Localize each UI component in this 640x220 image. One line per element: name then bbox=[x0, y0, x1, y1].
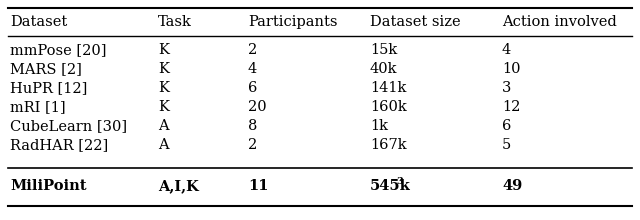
Text: K: K bbox=[158, 43, 169, 57]
Text: 141k: 141k bbox=[370, 81, 406, 95]
Text: CubeLearn [30]: CubeLearn [30] bbox=[10, 119, 127, 133]
Text: MiliPoint: MiliPoint bbox=[10, 179, 86, 193]
Text: mmPose [20]: mmPose [20] bbox=[10, 43, 106, 57]
Text: 11: 11 bbox=[248, 179, 269, 193]
Text: MARS [2]: MARS [2] bbox=[10, 62, 82, 76]
Text: RadHAR [22]: RadHAR [22] bbox=[10, 138, 108, 152]
Text: Dataset: Dataset bbox=[10, 15, 67, 29]
Text: 12: 12 bbox=[502, 100, 520, 114]
Text: 4: 4 bbox=[248, 62, 257, 76]
Text: Participants: Participants bbox=[248, 15, 337, 29]
Text: K: K bbox=[158, 62, 169, 76]
Text: A: A bbox=[158, 119, 168, 133]
Text: K: K bbox=[158, 81, 169, 95]
Text: 5: 5 bbox=[502, 138, 511, 152]
Text: 2: 2 bbox=[248, 43, 257, 57]
Text: 545k: 545k bbox=[370, 179, 411, 193]
Text: 20: 20 bbox=[248, 100, 267, 114]
Text: 3: 3 bbox=[502, 81, 511, 95]
Text: K: K bbox=[158, 100, 169, 114]
Text: mRI [1]: mRI [1] bbox=[10, 100, 66, 114]
Text: Task: Task bbox=[158, 15, 192, 29]
Text: HuPR [12]: HuPR [12] bbox=[10, 81, 88, 95]
Text: 160k: 160k bbox=[370, 100, 407, 114]
Text: Dataset size: Dataset size bbox=[370, 15, 461, 29]
Text: 3: 3 bbox=[396, 176, 403, 185]
Text: 10: 10 bbox=[502, 62, 520, 76]
Text: 40k: 40k bbox=[370, 62, 397, 76]
Text: 2: 2 bbox=[248, 138, 257, 152]
Text: 6: 6 bbox=[248, 81, 257, 95]
Text: 1k: 1k bbox=[370, 119, 388, 133]
Text: A: A bbox=[158, 138, 168, 152]
Text: 4: 4 bbox=[502, 43, 511, 57]
Text: 8: 8 bbox=[248, 119, 257, 133]
Text: Action involved: Action involved bbox=[502, 15, 617, 29]
Text: 15k: 15k bbox=[370, 43, 397, 57]
Text: 167k: 167k bbox=[370, 138, 406, 152]
Text: A,I,K: A,I,K bbox=[158, 179, 199, 193]
Text: 49: 49 bbox=[502, 179, 522, 193]
Text: 6: 6 bbox=[502, 119, 511, 133]
